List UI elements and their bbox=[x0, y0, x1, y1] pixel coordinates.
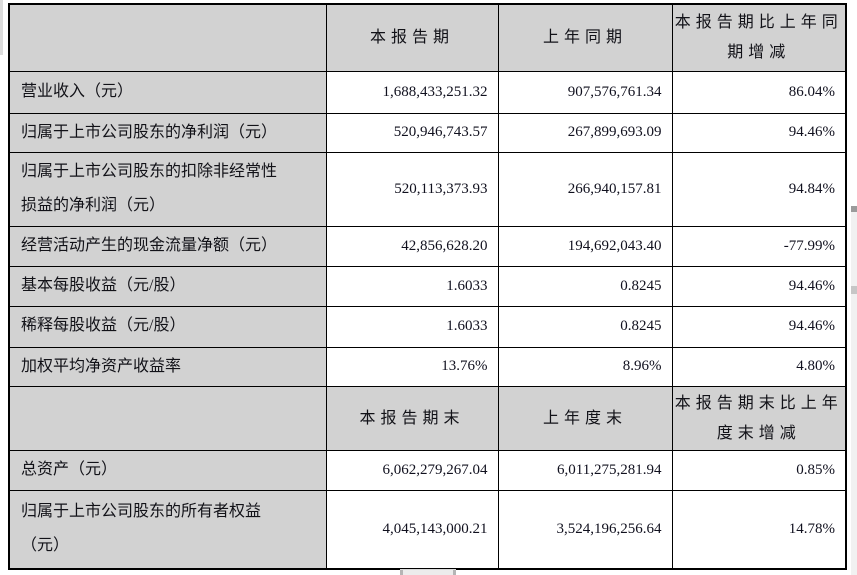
current-period-cell: 520,113,373.93 bbox=[325, 151, 499, 227]
row-label-basic-eps: 基本每股收益（元/股） bbox=[8, 265, 327, 307]
prior-period-cell: 267,899,693.09 bbox=[497, 112, 673, 153]
scrollbar-cap-left-icon bbox=[400, 570, 403, 575]
row-label-total-assets: 总资产（元） bbox=[8, 450, 327, 491]
change-cell: 94.46% bbox=[671, 265, 847, 307]
prior-year-end-cell: 3,524,196,256.64 bbox=[497, 489, 673, 570]
table-row: 经营活动产生的现金流量净额（元） 42,856,628.20 194,692,0… bbox=[8, 225, 847, 267]
row-label-equity-attributable: 归属于上市公司股东的所有者权益 （元） bbox=[8, 489, 327, 570]
prior-period-cell: 0.8245 bbox=[497, 305, 673, 348]
financial-summary-table: 本报告期 上年同期 本报告期比上年同 期增减 营业收入（元） 1,688,433… bbox=[8, 3, 847, 571]
header-blank-cell bbox=[8, 386, 327, 452]
change-cell: 94.46% bbox=[671, 112, 847, 153]
row-label-diluted-eps: 稀释每股收益（元/股） bbox=[8, 305, 327, 348]
row-label-operating-cash-flow: 经营活动产生的现金流量净额（元） bbox=[8, 225, 327, 267]
page-edge-strip bbox=[0, 0, 3, 55]
table-row: 归属于上市公司股东的净利润（元） 520,946,743.57 267,899,… bbox=[8, 112, 847, 153]
table-row: 本报告期 上年同期 本报告期比上年同 期增减 bbox=[8, 3, 847, 72]
prior-period-cell: 266,940,157.81 bbox=[497, 151, 673, 227]
horizontal-scrollbar-thumb[interactable] bbox=[400, 569, 456, 575]
table-row: 归属于上市公司股东的扣除非经常性 损益的净利润（元） 520,113,373.9… bbox=[8, 151, 847, 227]
scrollbar-cap-right-icon bbox=[453, 570, 456, 575]
vertical-scrollbar-mark bbox=[851, 286, 857, 294]
current-period-cell: 1,688,433,251.32 bbox=[325, 70, 499, 114]
current-period-cell: 520,946,743.57 bbox=[325, 112, 499, 153]
table-row: 加权平均净资产收益率 13.76% 8.96% 4.80% bbox=[8, 346, 847, 388]
row-label-net-profit-excl-nonrecurring: 归属于上市公司股东的扣除非经常性 损益的净利润（元） bbox=[8, 151, 327, 227]
period-end-cell: 4,045,143,000.21 bbox=[325, 489, 499, 570]
table-row: 营业收入（元） 1,688,433,251.32 907,576,761.34 … bbox=[8, 70, 847, 114]
change-cell: 94.84% bbox=[671, 151, 847, 227]
table-row: 归属于上市公司股东的所有者权益 （元） 4,045,143,000.21 3,5… bbox=[8, 489, 847, 570]
vertical-scrollbar-thumb[interactable] bbox=[851, 206, 857, 212]
change-cell: 94.46% bbox=[671, 305, 847, 348]
prior-period-cell: 907,576,761.34 bbox=[497, 70, 673, 114]
prior-year-end-cell: 6,011,275,281.94 bbox=[497, 450, 673, 491]
change-cell: -77.99% bbox=[671, 225, 847, 267]
row-label-weighted-avg-roe: 加权平均净资产收益率 bbox=[8, 346, 327, 388]
current-period-cell: 42,856,628.20 bbox=[325, 225, 499, 267]
header-prior-period: 上年同期 bbox=[497, 3, 673, 72]
row-label-revenue: 营业收入（元） bbox=[8, 70, 327, 114]
prior-period-cell: 194,692,043.40 bbox=[497, 225, 673, 267]
table-row: 基本每股收益（元/股） 1.6033 0.8245 94.46% bbox=[8, 265, 847, 307]
period-end-cell: 6,062,279,267.04 bbox=[325, 450, 499, 491]
change-cell: 0.85% bbox=[671, 450, 847, 491]
change-cell: 86.04% bbox=[671, 70, 847, 114]
row-label-net-profit: 归属于上市公司股东的净利润（元） bbox=[8, 112, 327, 153]
prior-period-cell: 8.96% bbox=[497, 346, 673, 388]
current-period-cell: 1.6033 bbox=[325, 265, 499, 307]
header-prior-year-end: 上年度末 bbox=[497, 386, 673, 452]
change-cell: 14.78% bbox=[671, 489, 847, 570]
prior-period-cell: 0.8245 bbox=[497, 265, 673, 307]
header-period-change: 本报告期比上年同 期增减 bbox=[671, 3, 847, 72]
vertical-scrollbar-track[interactable] bbox=[851, 212, 857, 575]
header-current-period: 本报告期 bbox=[325, 3, 499, 72]
header-blank-cell bbox=[8, 3, 327, 72]
current-period-cell: 1.6033 bbox=[325, 305, 499, 348]
table-row: 本报告期末 上年度末 本报告期末比上年 度末增减 bbox=[8, 386, 847, 452]
table-row: 稀释每股收益（元/股） 1.6033 0.8245 94.46% bbox=[8, 305, 847, 348]
header-period-end-change: 本报告期末比上年 度末增减 bbox=[671, 386, 847, 452]
current-period-cell: 13.76% bbox=[325, 346, 499, 388]
header-period-end: 本报告期末 bbox=[325, 386, 499, 452]
table-row: 总资产（元） 6,062,279,267.04 6,011,275,281.94… bbox=[8, 450, 847, 491]
change-cell: 4.80% bbox=[671, 346, 847, 388]
